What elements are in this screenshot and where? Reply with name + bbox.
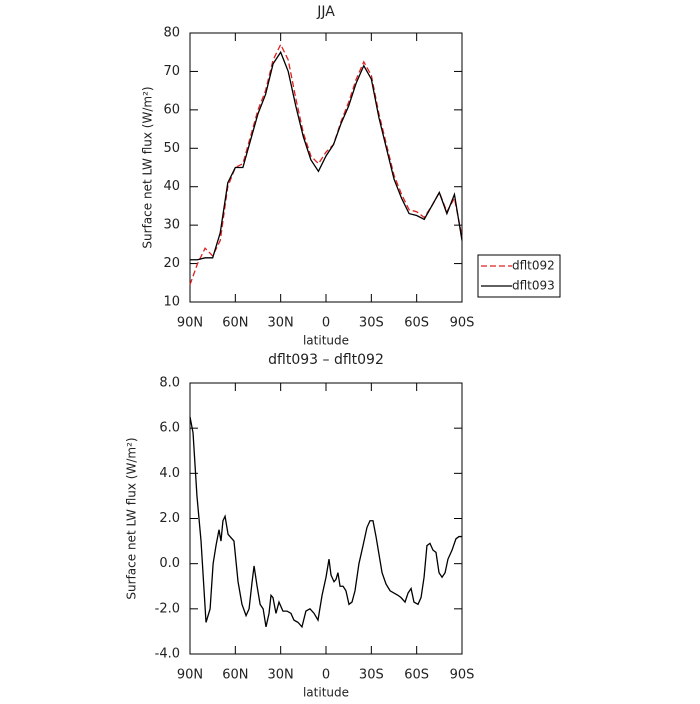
x-tick-label: 30S [359, 316, 384, 331]
y-tick-label: 0.0 [159, 556, 180, 571]
y-tick-label: 80 [163, 26, 180, 41]
x-tick-label: 30N [268, 668, 294, 683]
y-tick-label: 2.0 [159, 511, 180, 526]
x-tick-label: 60S [404, 668, 429, 683]
x-tick-label: 0 [322, 316, 330, 331]
y-tick-label: 10 [163, 295, 180, 310]
data-line [189, 43, 463, 285]
x-tick-label: 0 [322, 668, 330, 683]
x-tick-label: 60S [404, 316, 429, 331]
y-tick-label: 70 [163, 64, 180, 79]
data-line [190, 50, 463, 261]
x-tick-label: 90N [177, 316, 203, 331]
y-tick-label: 60 [163, 102, 180, 117]
x-tick-label: 90S [450, 316, 475, 331]
data-line [189, 416, 462, 629]
y-tick-label: 50 [163, 141, 180, 156]
x-tick-label: 90S [450, 668, 475, 683]
y-tick-label: 4.0 [159, 466, 180, 481]
legend-label: dflt092 [512, 259, 555, 273]
chart-title: dflt093 – dflt092 [268, 352, 384, 368]
legend-label: dflt093 [512, 279, 555, 293]
y-tick-label: -4.0 [155, 647, 180, 662]
x-tick-label: 60N [222, 316, 248, 331]
y-tick-label: 40 [163, 179, 180, 194]
y-axis-label: Surface net LW flux (W/m²) [125, 437, 139, 599]
chart-title: JJA [316, 4, 335, 20]
y-tick-label: 6.0 [159, 421, 180, 436]
x-tick-label: 30N [268, 316, 294, 331]
plot-frame [189, 382, 463, 655]
x-axis-label: latitude [303, 334, 349, 348]
x-tick-label: 60N [222, 668, 248, 683]
y-tick-label: 20 [163, 256, 180, 271]
y-tick-label: 8.0 [159, 376, 180, 391]
y-tick-label: -2.0 [155, 601, 180, 616]
x-tick-label: 90N [177, 668, 203, 683]
plot-frame [189, 32, 463, 303]
y-axis-label: Surface net LW flux (W/m²) [141, 86, 155, 248]
y-tick-label: 30 [163, 218, 180, 233]
x-axis-label: latitude [303, 686, 349, 700]
legend-box [477, 254, 561, 298]
x-tick-label: 30S [359, 668, 384, 683]
